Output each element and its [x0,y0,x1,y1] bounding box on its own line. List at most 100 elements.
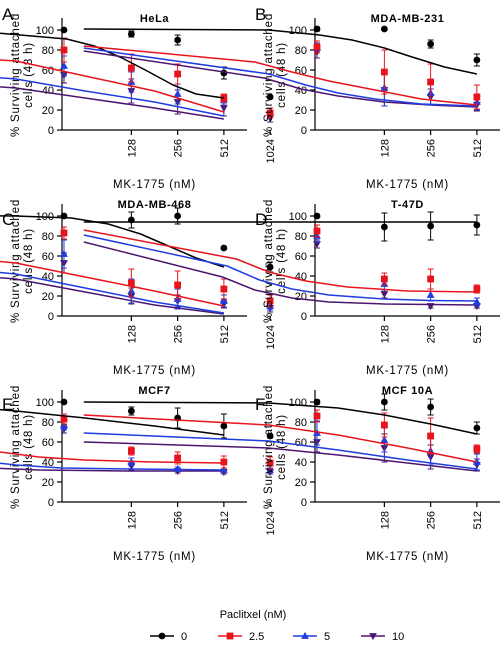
data-point [380,68,388,76]
y-axis-title-line2: cells (48 h) [23,414,35,480]
data-point [174,212,182,220]
panel-title: T-47D [391,199,424,211]
y-tick-label: 60 [42,251,54,263]
data-point [60,398,68,406]
legend-marker [301,631,309,639]
panel-letter: D [255,210,267,229]
fit-curve [83,401,478,435]
y-axis-title-line2: cells (48 h) [23,42,35,108]
x-tick-label: 512 [472,511,484,529]
y-tick-label: 80 [42,231,54,243]
panel-letter: F [255,395,265,414]
data-point [266,297,274,305]
series-2.5 [83,40,481,110]
x-tick-label: 512 [219,139,231,157]
panel-title: HeLa [140,13,170,25]
data-point [219,296,228,304]
x-tick-label: 128 [126,139,138,157]
data-point [60,26,68,34]
data-point [127,30,135,38]
y-tick-label: 20 [42,477,54,489]
data-point [313,398,321,406]
data-point [220,244,228,252]
series-0 [83,393,481,435]
series-5 [83,42,481,111]
data-point [127,64,135,72]
data-point [60,249,68,257]
x-tick-label: 1024 [265,325,277,349]
data-point [266,115,275,123]
y-tick-label: 60 [295,437,307,449]
data-point [60,61,68,69]
y-tick-label: 80 [295,231,307,243]
y-tick-label: 20 [295,105,307,117]
data-point [266,432,274,440]
panel-e: E MCF7 0 20 40 60 80 100 128 256 512 1024 MK-1775 (n… [0,385,277,563]
fit-curve [0,467,224,472]
y-axis-title-line1: % Surviving attached [10,199,22,323]
data-point [220,285,228,293]
x-tick-label: 256 [426,511,438,529]
x-tick-label: 512 [219,511,231,529]
data-point [266,109,274,117]
legend-marker [158,632,166,640]
panel-letter: B [255,5,266,24]
fit-curve [83,47,477,107]
data-point [60,212,68,220]
data-point [473,221,481,229]
x-tick-label: 256 [173,139,185,157]
series-0 [83,25,481,75]
y-tick-label: 0 [48,311,54,323]
x-tick-label: 128 [379,325,391,343]
y-tick-label: 60 [295,251,307,263]
data-point [174,281,182,289]
data-point [313,241,321,249]
data-point [427,222,435,230]
data-point [473,285,481,293]
x-axis-title: MK-1775 (nM) [366,551,449,563]
y-axis-title-line1: % Surviving attached [263,13,275,137]
x-tick-label: 256 [173,511,185,529]
data-point [174,70,182,78]
y-tick-label: 0 [301,125,307,137]
x-axis-title: MK-1775 (nM) [366,179,449,191]
y-tick-label: 100 [36,25,54,37]
fit-curve [0,32,225,99]
series-10 [83,431,481,472]
x-axis-title: MK-1775 (nM) [113,179,196,191]
x-tick-label: 1024 [265,511,277,535]
x-axis-title: MK-1775 (nM) [113,365,196,377]
fit-curve [0,451,224,464]
y-tick-label: 0 [301,497,307,509]
y-tick-label: 80 [295,417,307,429]
x-tick-label: 512 [472,325,484,343]
data-point [219,465,228,473]
legend-label: 0 [181,631,187,643]
panel-title: MDA-MB-231 [371,13,445,25]
y-tick-label: 20 [42,291,54,303]
data-point [380,25,388,33]
fit-curve [0,77,225,117]
data-point [473,445,481,453]
legend-entry-0: 0 [150,631,187,643]
data-point [266,93,274,101]
data-point [220,422,228,430]
data-point [473,93,481,101]
data-point [380,291,389,299]
y-tick-label: 20 [42,105,54,117]
y-tick-label: 100 [289,211,307,223]
y-axis-title-line2: cells (48 h) [276,228,288,294]
legend-label: 2.5 [249,631,264,643]
series-2.5 [0,413,274,470]
y-tick-label: 40 [295,85,307,97]
x-tick-label: 128 [126,511,138,529]
data-point [313,212,321,220]
data-point [127,279,135,287]
series-2.5 [0,226,274,308]
data-point [266,263,274,271]
data-point [60,415,68,423]
y-tick-label: 20 [295,291,307,303]
legend-label: 10 [392,631,404,643]
